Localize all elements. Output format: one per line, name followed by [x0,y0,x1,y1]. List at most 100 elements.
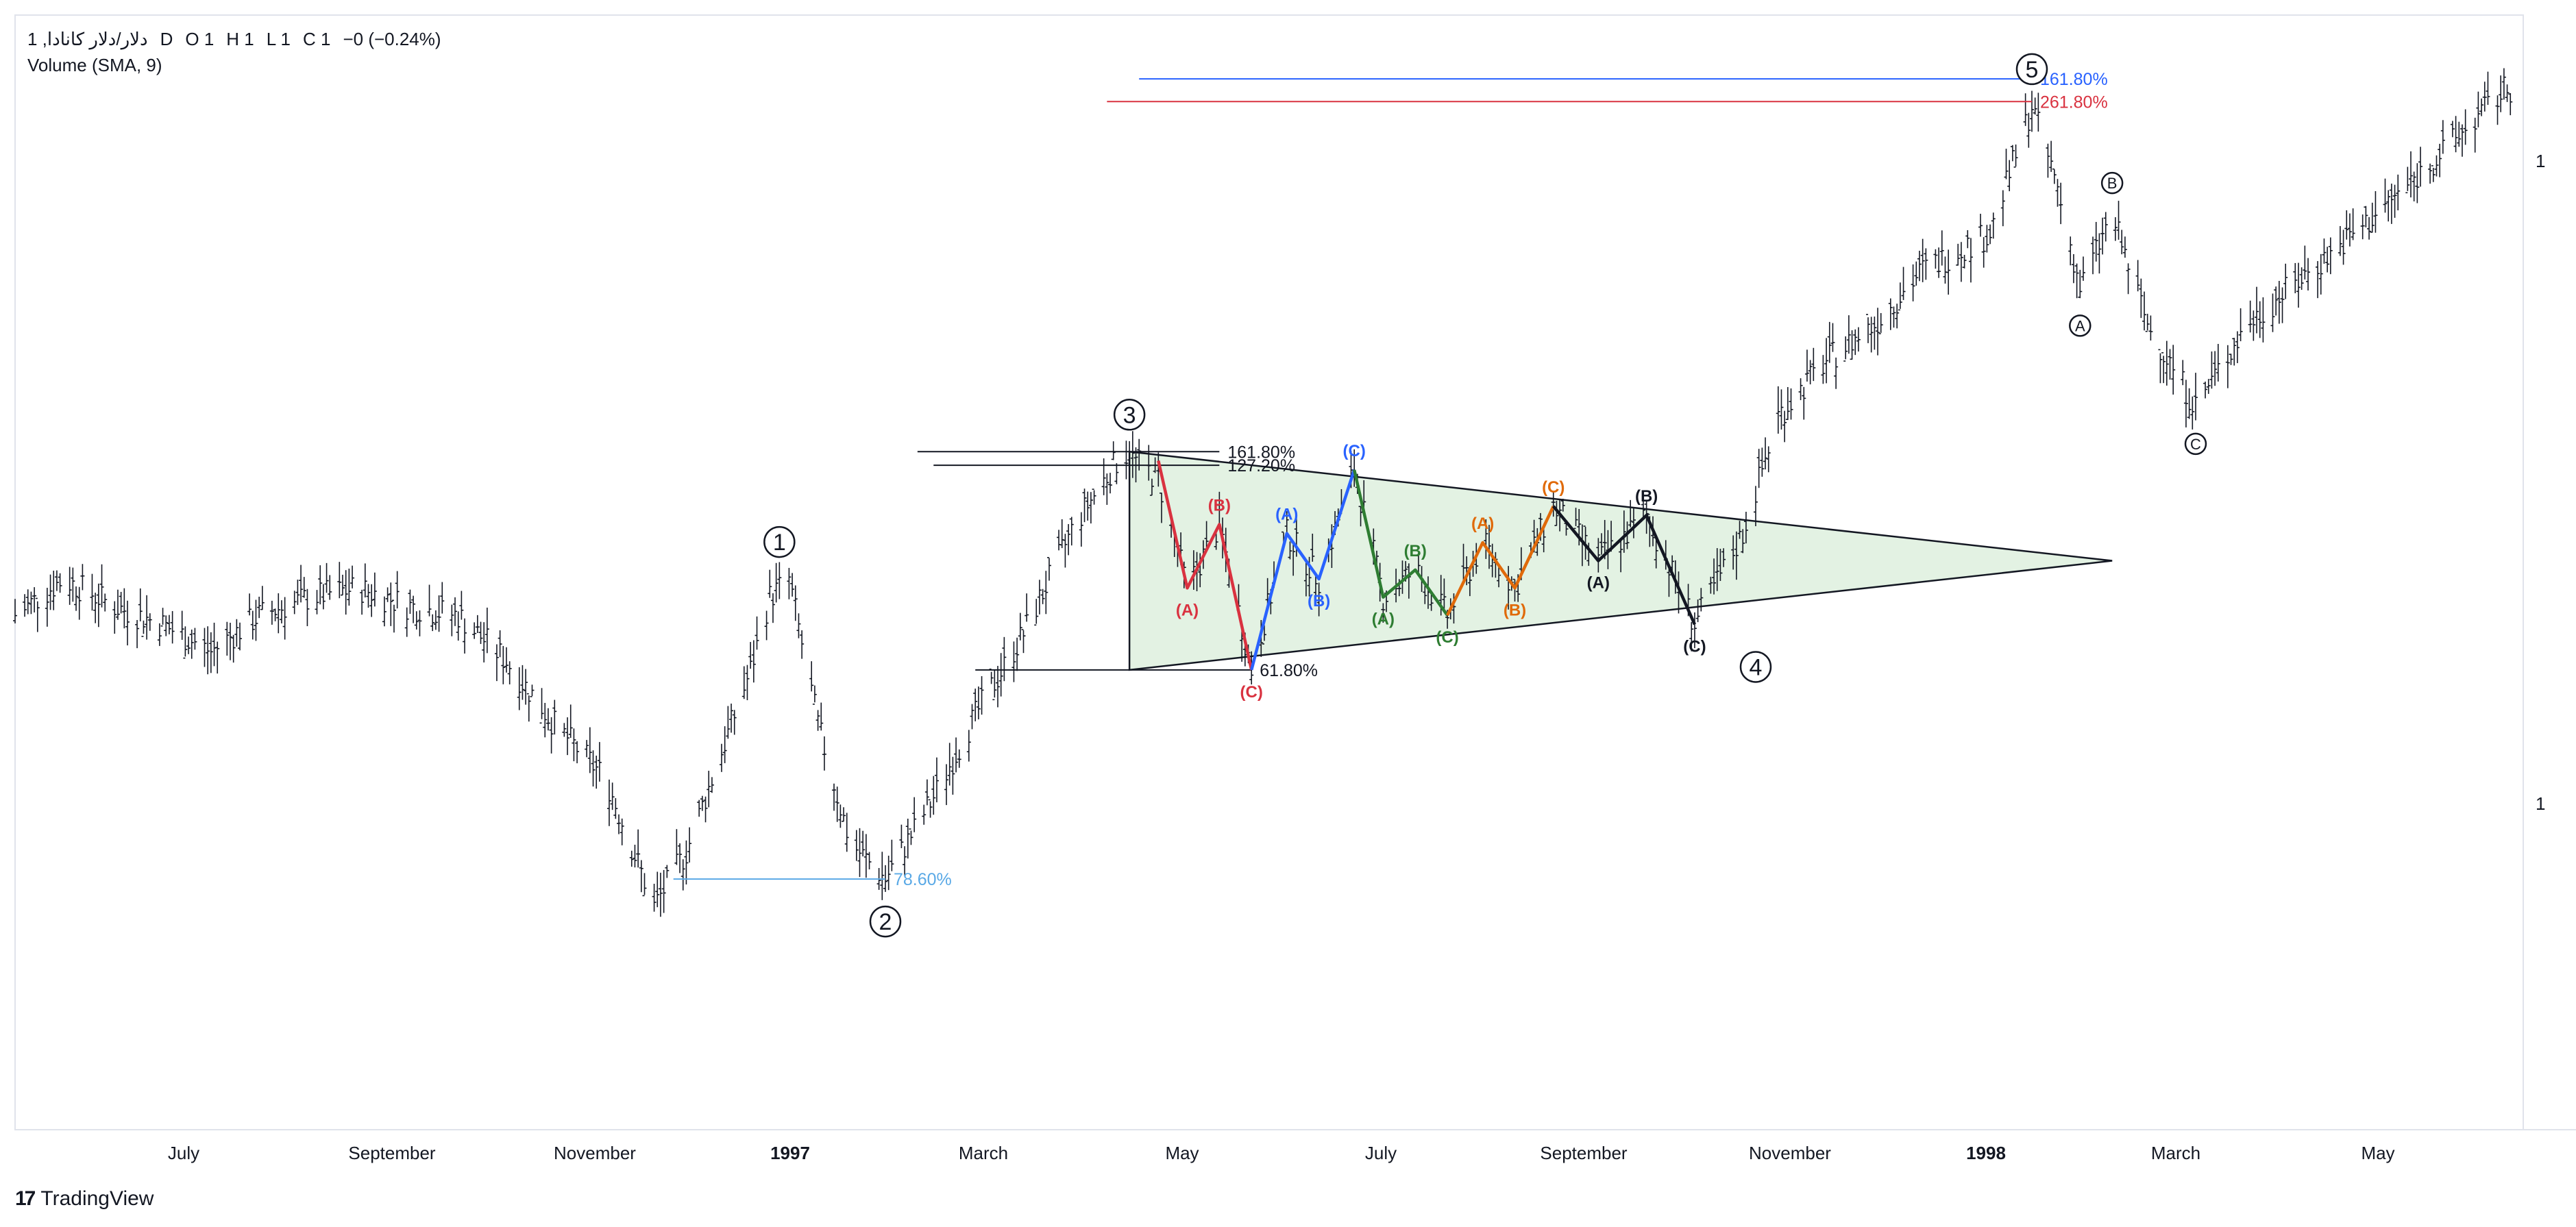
ohlc-bar [2322,238,2327,264]
ohlc-bar [2113,217,2118,241]
ohlc-bar [430,614,435,632]
ohlc-bar [2367,216,2372,240]
subwave-line-red[interactable] [1157,460,1253,671]
ohlc-bar [719,743,724,772]
wave-label-B[interactable]: B [2100,171,2124,195]
ohlc-bar [1789,388,1793,420]
wave-label-5[interactable]: 5 [2015,53,2048,86]
symbol-name[interactable]: 1 ,دلار/دلار کانادا [27,29,148,49]
ohlc-bar [924,779,929,806]
ohlc-bar [440,582,445,614]
subwave-line-green[interactable] [1352,469,1449,617]
ohlc-bar [35,597,40,632]
subwave-line-orange[interactable] [1446,505,1555,617]
volume-row: Volume (SMA, 9) [27,52,441,78]
tradingview-brand[interactable]: 17 TradingView [15,1187,154,1211]
time-axis-tick: March [2151,1143,2200,1163]
ohlc-bar [1310,533,1315,562]
ohlc-bar [501,645,506,684]
ohlc-bar [2347,213,2352,247]
ohlc-bar [391,599,396,633]
ohlc-bar [369,584,374,617]
close-number: 1 [320,29,331,49]
ohlc-bar [414,611,419,630]
ohlc-bar [709,777,714,793]
subwave-label: (A) [1275,506,1298,524]
ohlc-bar [1850,330,1854,360]
ohlc-bar [642,873,647,897]
wave-label-A[interactable]: A [2069,314,2092,337]
time-axis-tick: July [1365,1143,1397,1163]
subwave-line-black[interactable] [1552,505,1696,625]
wave-label-4[interactable]: 4 [1739,651,1772,683]
ohlc-bar [1057,530,1062,551]
ohlc-bar [1695,599,1700,623]
ohlc-bar [863,834,868,878]
ohlc-bar [260,586,265,610]
ohlc-bar [2479,98,2484,116]
ohlc-bar [587,727,592,773]
ohlc-bar [2440,120,2445,154]
ohlc-bar [32,587,37,612]
ohlc-bar [1619,540,1623,573]
ohlc-bar [295,580,300,606]
ohlc-bar [1888,298,1893,330]
ohlc-bar [809,661,814,692]
ohlc-bar [212,622,217,667]
ohlc-bar [1114,463,1119,484]
ohlc-bar [1760,447,1765,477]
ohlc-bar [417,610,422,636]
ohlc-bar [655,871,660,908]
subwave-line-blue[interactable] [1250,469,1356,671]
ohlc-bar [1416,552,1421,575]
ohlc-bar [350,565,355,588]
ohlc-bar [909,828,913,845]
ohlc-bar [1442,578,1447,612]
ohlc-bar [103,593,108,612]
ohlc-bar [2168,349,2172,380]
ohlc-bar [2161,352,2166,384]
ohlc-bar [768,569,772,598]
wave-label-C[interactable]: C [2184,432,2207,456]
ohlc-bar [71,567,75,602]
fib-level-label: 161.80% [2040,70,2108,89]
ohlc-bar [96,583,101,628]
volume-indicator-label[interactable]: Volume (SMA, 9) [27,55,162,75]
ohlc-bar [2412,171,2416,201]
ohlc-bar [613,797,618,819]
ohlc-bar [1895,303,1900,329]
ohlc-bar [722,726,727,763]
ohlc-bar [517,667,522,710]
ohlc-bar [905,818,910,859]
ohlc-bar [966,730,971,762]
high-label: H [226,29,240,49]
ohlc-bar [973,689,978,721]
ohlc-bar [549,717,554,754]
wave-label-1[interactable]: 1 [763,525,796,558]
ohlc-bar [1303,559,1308,597]
ohlc-bar [254,599,258,641]
ohlc-bar [160,608,165,627]
ohlc-bar [684,840,689,885]
ohlc-bar [372,572,377,607]
ohlc-bar [639,860,643,893]
wave-label-3[interactable]: 3 [1113,399,1146,431]
ohlc-bar [1092,488,1096,505]
ohlc-bar [453,597,458,626]
ohlc-bar [2277,281,2281,324]
ohlc-bar [934,757,939,803]
ohlc-bar [1802,386,1806,420]
ohlc-bar [238,622,243,651]
ohlc-bar [2473,117,2477,153]
ohlc-bar [680,859,685,891]
ohlc-bar [2360,214,2365,240]
wave-label-2[interactable]: 2 [869,905,902,938]
ohlc-bar [2303,245,2307,280]
ohlc-bar [1560,499,1565,512]
ohlc-bar [29,591,34,615]
ohlc-bar [1946,249,1951,295]
ohlc-bar [347,568,352,606]
ohlc-bar [2389,184,2394,224]
ohlc-bar [1808,360,1813,385]
